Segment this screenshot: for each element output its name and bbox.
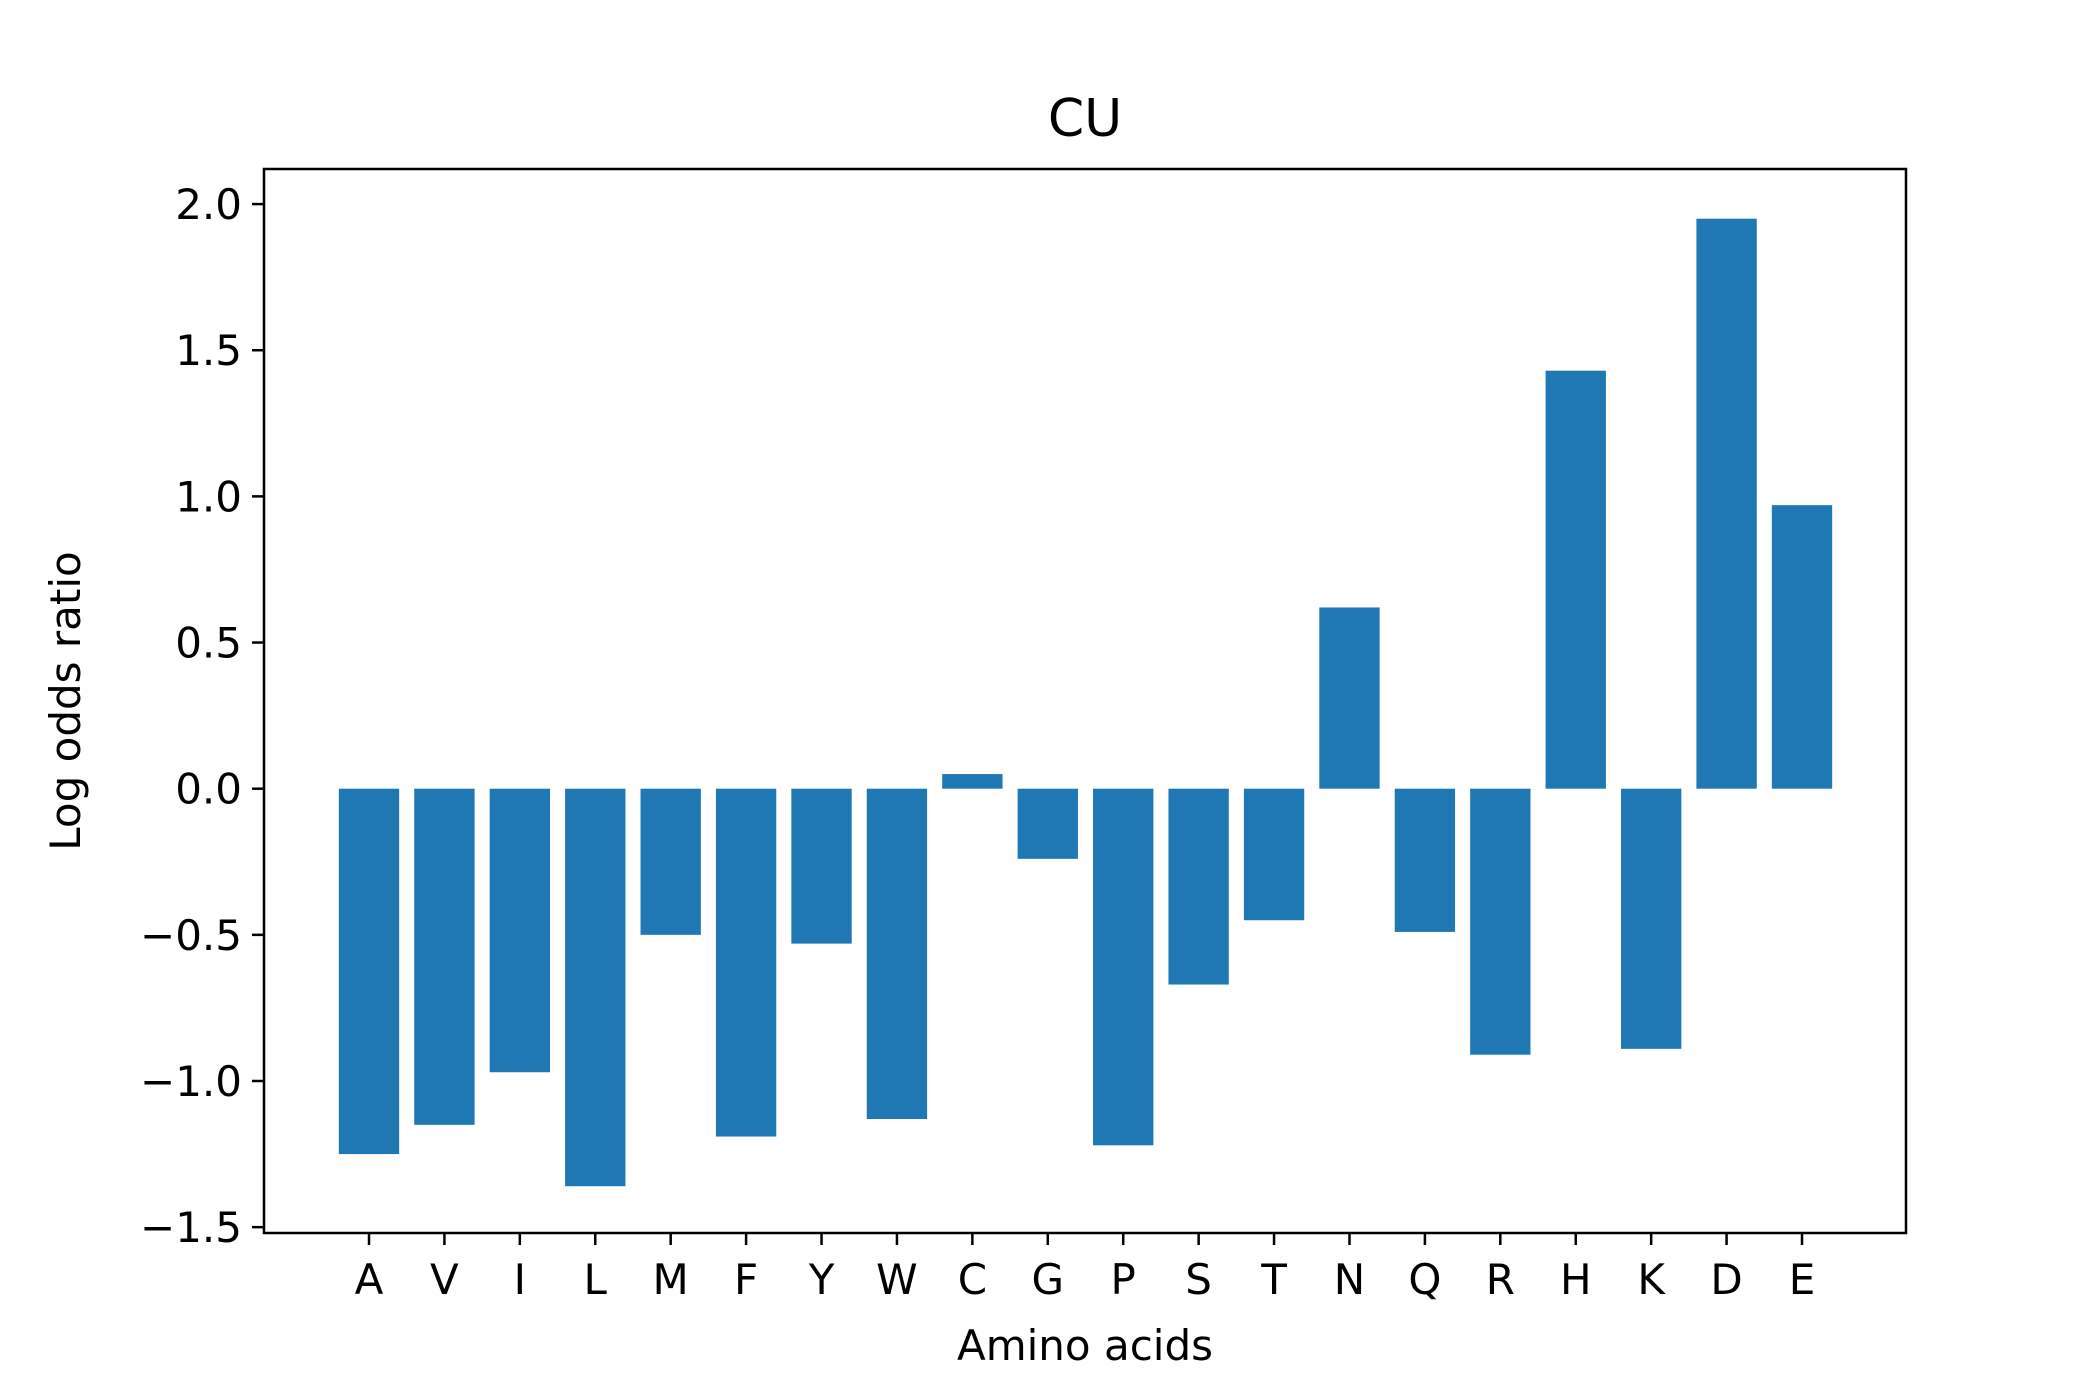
bar-G (1017, 788, 1078, 859)
x-tick-label: V (430, 1255, 459, 1304)
x-tick-label: C (958, 1255, 987, 1304)
bar-I (489, 788, 551, 1073)
bar-H (1545, 370, 1606, 789)
bar-M (640, 788, 701, 935)
plot-frame (262, 167, 1908, 1235)
bar-R (1470, 788, 1531, 1055)
y-axis-label: Log odds ratio (41, 551, 90, 850)
bar-K (1620, 788, 1682, 1049)
y-tick-label: 0.0 (175, 765, 242, 814)
x-tick-label: Q (1408, 1255, 1441, 1304)
y-tick-label: 2.0 (175, 180, 242, 229)
x-tick-label: K (1637, 1255, 1666, 1304)
bar-W (866, 788, 928, 1119)
bar-Q (1394, 788, 1456, 932)
bar-T (1243, 788, 1305, 921)
x-tick-label: A (355, 1255, 384, 1304)
bar-Y (791, 788, 852, 944)
y-tick-label: 0.5 (175, 619, 242, 668)
bar-E (1771, 505, 1833, 789)
y-tick-label: 1.5 (175, 326, 242, 375)
bar-P (1093, 788, 1154, 1146)
x-tick-label: S (1185, 1255, 1212, 1304)
x-tick-label: L (584, 1255, 608, 1304)
chart-title: CU (1048, 89, 1122, 149)
ticks-layer: A V I L M F Y W C G P S T N Q R H K D E −1.5 −1.0 −0.5 0.0 0.5 1.… (140, 180, 1815, 1304)
bar-N (1319, 607, 1380, 789)
y-tick-label: −1.5 (140, 1203, 242, 1252)
x-tick-label: E (1789, 1255, 1816, 1304)
x-tick-label: R (1486, 1255, 1515, 1304)
bar-C (942, 774, 1003, 789)
x-tick-label: W (876, 1255, 918, 1304)
y-tick-label: 1.0 (175, 472, 242, 521)
bar-A (338, 788, 400, 1155)
x-tick-label: T (1260, 1255, 1287, 1304)
bars-layer (338, 218, 1833, 1187)
bar-L (565, 788, 626, 1187)
x-tick-label: M (653, 1255, 689, 1304)
x-tick-label: G (1032, 1255, 1065, 1304)
x-tick-label: I (514, 1255, 526, 1304)
bar-D (1696, 218, 1757, 789)
x-tick-label: D (1710, 1255, 1742, 1304)
y-tick-label: −0.5 (140, 911, 242, 960)
x-tick-label: P (1111, 1255, 1136, 1304)
y-tick-label: −1.0 (140, 1057, 242, 1106)
x-tick-label: H (1560, 1255, 1592, 1304)
x-axis-label: Amino acids (957, 1321, 1213, 1370)
x-tick-label: F (734, 1255, 758, 1304)
x-tick-label: N (1334, 1255, 1365, 1304)
x-tick-label: Y (808, 1255, 835, 1304)
bar-V (414, 788, 475, 1125)
bar-S (1168, 788, 1229, 985)
bar-F (715, 788, 777, 1137)
